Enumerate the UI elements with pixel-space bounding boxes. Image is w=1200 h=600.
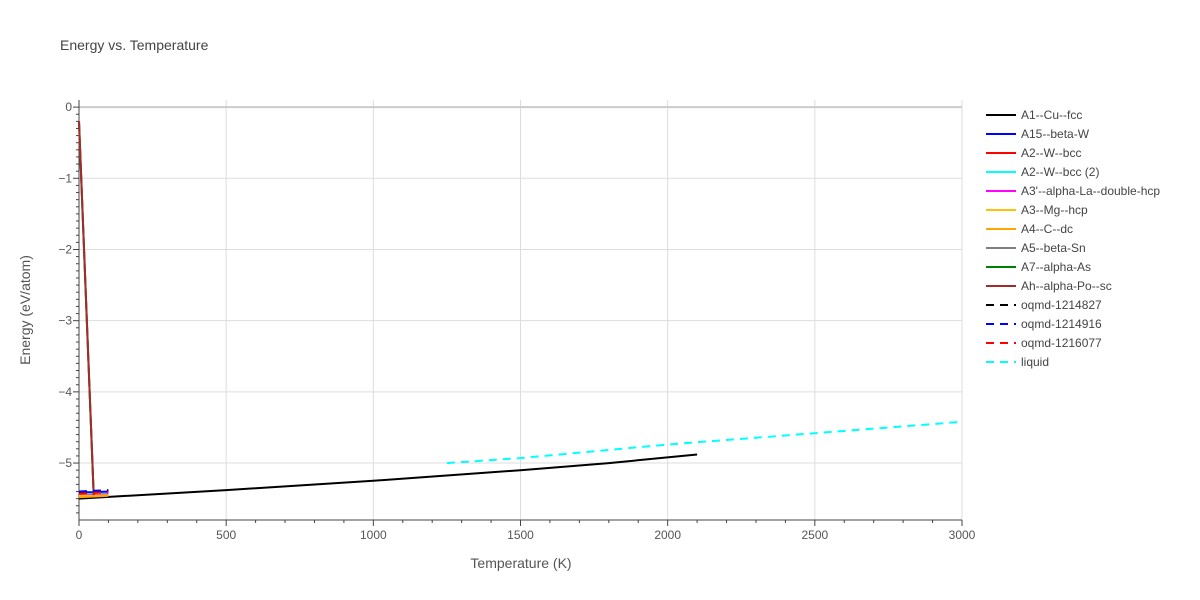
legend-label: oqmd-1214827 — [1021, 298, 1102, 312]
legend-label: A5--beta-Sn — [1021, 241, 1086, 255]
legend-label: A15--beta-W — [1021, 127, 1090, 141]
legend-label: A3'--alpha-La--double-hcp — [1021, 184, 1160, 198]
series-line — [78, 453, 698, 500]
legend-item[interactable]: A5--beta-Sn — [986, 241, 1086, 255]
legend-label: A2--W--bcc (2) — [1021, 165, 1099, 179]
legend-label: liquid — [1021, 355, 1049, 369]
legend-item[interactable]: A3--Mg--hcp — [986, 203, 1088, 217]
legend-item[interactable]: A2--W--bcc — [986, 146, 1081, 160]
series-line — [78, 121, 95, 496]
x-tick-label: 2500 — [801, 528, 828, 542]
axes: 0 500 1000 1500 2000 2500 3000 0 −1 −2 −3 −4 −5 — [58, 100, 976, 542]
legend-item[interactable]: oqmd-1214827 — [986, 298, 1102, 312]
series-line — [78, 494, 109, 499]
legend-item[interactable]: liquid — [986, 355, 1049, 369]
x-tick-label: 2000 — [654, 528, 681, 542]
x-tick-label: 0 — [76, 528, 83, 542]
legend-label: A4--C--dc — [1021, 222, 1073, 236]
series-lines — [78, 121, 963, 500]
grid — [79, 100, 963, 520]
y-tick-label: −3 — [58, 314, 72, 328]
legend-item[interactable]: A4--C--dc — [986, 222, 1073, 236]
series-line — [78, 489, 109, 493]
legend-label: A3--Mg--hcp — [1021, 203, 1088, 217]
series-line — [446, 420, 963, 465]
legend-item[interactable]: A3'--alpha-La--double-hcp — [986, 184, 1160, 198]
y-tick-label: 0 — [65, 100, 72, 114]
y-tick-label: −1 — [58, 171, 72, 185]
legend-label: oqmd-1214916 — [1021, 317, 1102, 331]
legend-label: A7--alpha-As — [1021, 260, 1091, 274]
legend-item[interactable]: Ah--alpha-Po--sc — [986, 279, 1112, 293]
x-tick-label: 3000 — [949, 528, 976, 542]
x-tick-label: 1500 — [507, 528, 534, 542]
chart-title: Energy vs. Temperature — [60, 37, 209, 53]
legend-label: A2--W--bcc — [1021, 146, 1081, 160]
legend-label: A1--Cu--fcc — [1021, 108, 1082, 122]
y-tick-label: −2 — [58, 242, 72, 256]
legend-label: oqmd-1216077 — [1021, 336, 1102, 350]
series-line — [78, 491, 109, 495]
legend-item[interactable]: A15--beta-W — [986, 127, 1090, 141]
legend-item[interactable]: A7--alpha-As — [986, 260, 1091, 274]
y-tick-label: −5 — [58, 456, 72, 470]
legend-item[interactable]: oqmd-1214916 — [986, 317, 1102, 331]
legend-label: Ah--alpha-Po--sc — [1021, 279, 1112, 293]
x-tick-label: 1000 — [360, 528, 387, 542]
legend-item[interactable]: A2--W--bcc (2) — [986, 165, 1099, 179]
legend-item[interactable]: oqmd-1216077 — [986, 336, 1102, 350]
x-tick-label: 500 — [216, 528, 236, 542]
x-axis-title: Temperature (K) — [470, 555, 571, 571]
y-tick-label: −4 — [58, 385, 72, 399]
y-axis-title: Energy (eV/atom) — [17, 255, 33, 365]
legend[interactable]: A1--Cu--fcc A15--beta-W A2--W--bcc A2--W--b… — [986, 108, 1160, 369]
legend-item[interactable]: A1--Cu--fcc — [986, 108, 1082, 122]
